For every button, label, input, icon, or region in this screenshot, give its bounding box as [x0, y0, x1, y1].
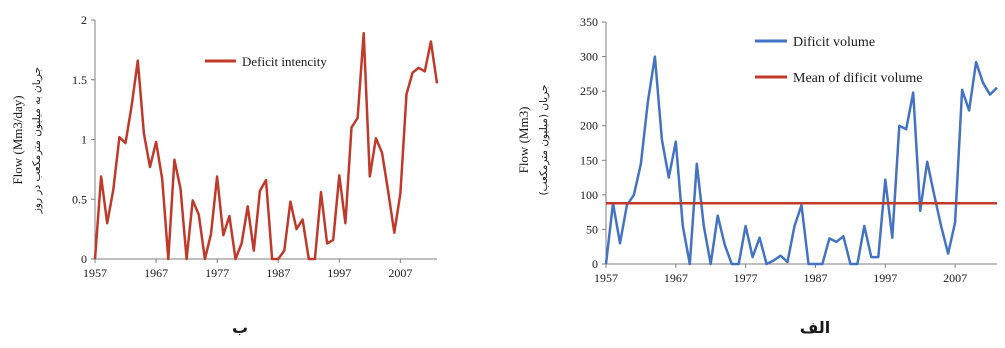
left-y-tick-label: 2 — [81, 13, 87, 27]
left-legend-label-1: Deficit intencity — [242, 54, 327, 69]
left-series — [93, 31, 439, 261]
right-series-dificit-volume-line — [604, 55, 998, 266]
right-x-tick-label: 1997 — [873, 271, 897, 285]
right-y-tick-label: 300 — [580, 50, 598, 64]
left-x-tick-label: 1957 — [83, 266, 107, 280]
left-y-tick-label: 1.5 — [72, 73, 87, 87]
left-x-tick-label: 1987 — [266, 266, 290, 280]
left-x-tick-label: 2007 — [388, 266, 412, 280]
left-y-axis-label-fa: جریان به میلیون مترمکعب در روز — [31, 67, 43, 214]
right-legend: Dificit volume Mean of dificit volume — [755, 35, 922, 86]
right-y-axis-label: Flow (Mm3) — [516, 107, 531, 174]
right-legend-label-2: Mean of dificit volume — [793, 71, 922, 86]
right-x-tick-label: 1987 — [803, 271, 827, 285]
left-x-tick-label: 1967 — [144, 266, 168, 280]
left-series-deficit-intencity-line — [93, 31, 439, 261]
right-x-tick-label: 1977 — [734, 271, 758, 285]
left-x-tick-label: 1997 — [327, 266, 351, 280]
right-x-tick-label: 1957 — [594, 271, 618, 285]
right-legend-label-1: Dificit volume — [793, 35, 875, 50]
right-y-tick-label: 100 — [580, 188, 598, 202]
right-y-ticks: 0 50 100 150 200 250 300 350 — [580, 15, 606, 271]
right-panel-label: الف — [800, 318, 831, 337]
right-x-ticks: 1957 1967 1977 1987 1997 2007 — [594, 264, 967, 285]
left-y-tick-label: 1 — [81, 133, 87, 147]
right-y-tick-label: 350 — [580, 15, 598, 29]
left-chart: 0 0.5 1 1.5 2 1957 1967 1977 1987 1997 2007 Flow … — [10, 13, 439, 337]
right-y-tick-label: 50 — [586, 222, 598, 236]
right-y-axis-label-fa: جریان (میلیون مترمکعب) — [538, 85, 550, 196]
left-panel-label: ب — [232, 318, 248, 337]
right-y-tick-label: 150 — [580, 153, 598, 167]
right-x-tick-label: 2007 — [943, 271, 967, 285]
left-x-tick-label: 1977 — [205, 266, 229, 280]
left-y-ticks: 0 0.5 1 1.5 2 — [72, 13, 95, 266]
right-y-tick-label: 200 — [580, 119, 598, 133]
right-y-tick-label: 0 — [592, 257, 598, 271]
left-legend: Deficit intencity — [205, 54, 327, 69]
left-y-tick-label: 0 — [81, 252, 87, 266]
right-x-tick-label: 1967 — [664, 271, 688, 285]
right-series — [604, 55, 998, 266]
left-x-ticks: 1957 1967 1977 1987 1997 2007 — [83, 259, 412, 280]
right-y-tick-label: 250 — [580, 84, 598, 98]
left-y-axis-label: Flow (Mm3/day) — [10, 95, 25, 184]
left-y-tick-label: 0.5 — [72, 192, 87, 206]
right-chart-axes — [605, 22, 997, 265]
